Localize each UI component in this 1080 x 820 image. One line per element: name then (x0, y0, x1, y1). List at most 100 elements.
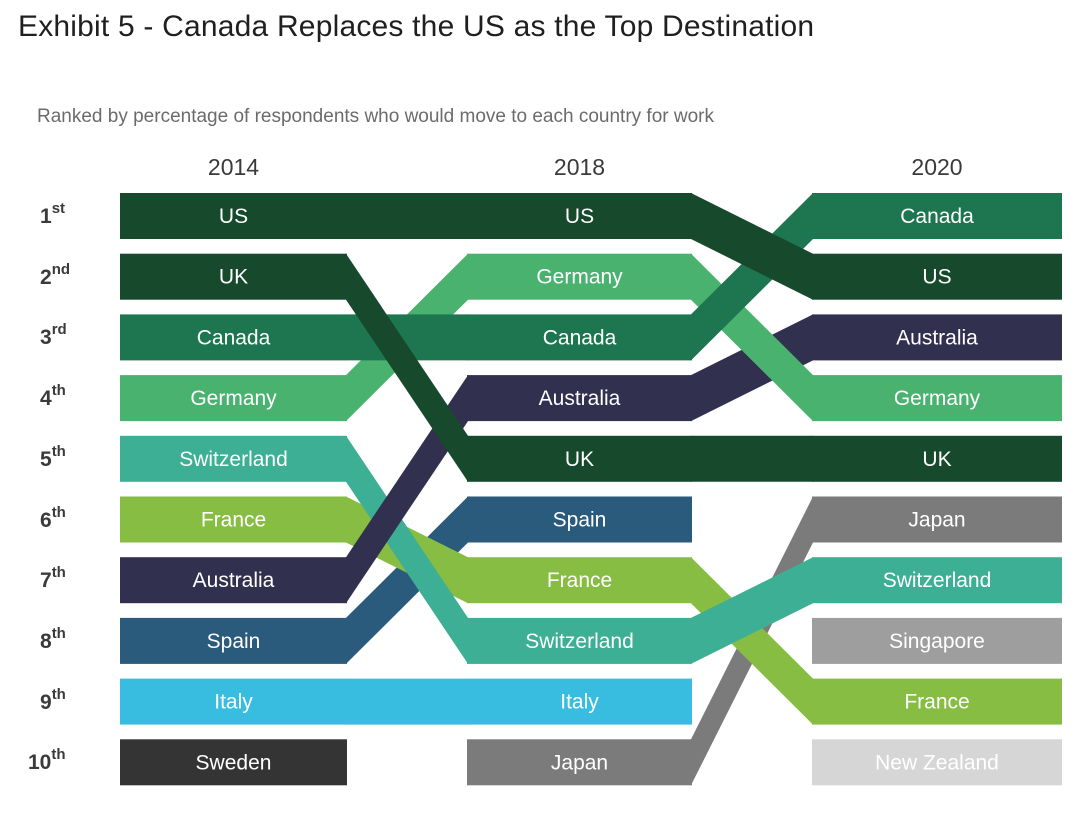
bar-us-2018 (467, 193, 692, 239)
label-australia-2014: Australia (193, 569, 275, 592)
label-germany-2020: Germany (894, 387, 981, 410)
bar-germany-2018 (467, 253, 692, 300)
rank-label-4: 4th (40, 382, 110, 411)
bar-france-2014 (120, 496, 347, 543)
bar-japan-2020 (812, 496, 1062, 543)
connector-switzerland-2018-2020 (691, 557, 813, 664)
bar-france-2020 (812, 678, 1062, 725)
rank-suffix: rd (51, 321, 67, 339)
rank-label-5: 5th (40, 442, 110, 472)
label-switzerland-2020: Switzerland (883, 569, 992, 592)
label-canada-2014: Canada (197, 326, 271, 349)
bar-japan-2018 (467, 739, 692, 786)
bar-australia-2014 (120, 557, 347, 604)
rank-label-7: 7th (40, 564, 110, 593)
label-us-2018: US (565, 205, 594, 228)
rank-number: 10 (28, 751, 52, 775)
label-canada-2018: Canada (543, 326, 617, 349)
label-us-2020: US (922, 266, 951, 289)
rank-suffix: th (51, 442, 66, 460)
rank-number: 5 (40, 447, 52, 471)
ribbon-italy (120, 678, 692, 725)
rank-suffix: th (51, 564, 66, 582)
connector-italy-2014-2018 (346, 678, 468, 725)
connector-australia-2018-2020 (691, 314, 813, 422)
label-germany-2018: Germany (536, 266, 623, 289)
connector-canada-2018-2020 (691, 193, 813, 361)
label-singapore-2020: Singapore (889, 630, 985, 653)
ribbon-singapore (812, 617, 1062, 664)
ribbon-sweden (120, 739, 347, 786)
bar-canada-2014 (120, 314, 347, 361)
bar-italy-2014 (120, 678, 347, 725)
label-italy-2014: Italy (214, 691, 253, 714)
bar-australia-2020 (812, 314, 1062, 361)
bar-canada-2018 (467, 314, 692, 361)
label-uk-2020: UK (922, 448, 951, 471)
ribbon-spain (120, 496, 692, 664)
chart-title: Exhibit 5 - Canada Replaces the US as th… (18, 10, 815, 43)
bar-spain-2014 (120, 617, 347, 664)
ribbon-new-zealand (812, 739, 1062, 786)
bar-labels: US US US UK UK UK Canada Canada Canada Germany Ger… (179, 205, 999, 774)
bar-germany-2014 (120, 375, 347, 422)
rank-number: 1 (40, 205, 52, 228)
connector-uk-2014-2018 (346, 253, 468, 482)
label-japan-2020: Japan (908, 509, 965, 532)
rank-suffix: th (51, 746, 66, 764)
label-uk-2014: UK (219, 266, 248, 289)
connector-spain-2014-2018 (346, 496, 468, 664)
year-header-2020: 2020 (911, 154, 963, 180)
rank-suffix: st (51, 200, 66, 217)
label-switzerland-2018: Switzerland (525, 630, 634, 653)
label-australia-2020: Australia (896, 326, 978, 349)
label-switzerland-2014: Switzerland (179, 448, 288, 471)
bar-france-2018 (467, 557, 692, 604)
rank-label-6: 6th (40, 503, 110, 533)
label-germany-2014: Germany (190, 387, 277, 410)
bar-us-2014 (120, 193, 347, 239)
label-spain-2018: Spain (553, 509, 607, 532)
bar-switzerland-2014 (120, 435, 347, 482)
year-header-2018: 2018 (553, 154, 606, 180)
rank-suffix: th (51, 382, 66, 400)
bar-switzerland-2018 (467, 617, 692, 664)
bar-uk-2020 (812, 435, 1062, 482)
label-canada-2020: Canada (900, 205, 974, 228)
rank-suffix: th (51, 685, 66, 703)
label-france-2020: France (904, 691, 969, 714)
connector-us-2014-2018 (346, 193, 468, 239)
bar-switzerland-2020 (812, 557, 1062, 604)
rank-number: 8 (40, 629, 52, 653)
ribbon-uk (120, 253, 1062, 482)
ribbon-canada (120, 193, 1062, 361)
chart-subtitle: Ranked by percentage of respondents who … (37, 106, 714, 127)
bar-uk-2018 (467, 435, 692, 482)
label-france-2014: France (201, 509, 266, 532)
label-italy-2018: Italy (560, 691, 599, 714)
label-australia-2018: Australia (539, 387, 621, 410)
connector-us-2018-2020 (691, 193, 813, 300)
rank-label-2: 2nd (40, 260, 110, 290)
ribbon-japan (467, 496, 1062, 786)
rank-suffix: th (51, 503, 66, 521)
bar-new-zealand-2020 (812, 739, 1062, 786)
label-uk-2018: UK (565, 448, 594, 471)
ribbon-us (120, 193, 1062, 300)
rank-suffix: th (51, 624, 66, 642)
rank-label-8: 8th (40, 624, 110, 654)
label-new-zealand-2020: New Zealand (875, 751, 999, 774)
label-france-2018: France (547, 569, 612, 592)
rank-number: 9 (40, 690, 52, 714)
connector-uk-2018-2020 (691, 435, 813, 482)
rank-label-10: 10th (28, 746, 98, 775)
bar-sweden-2014 (120, 739, 347, 786)
label-spain-2014: Spain (207, 630, 261, 653)
connector-france-2018-2020 (691, 557, 813, 725)
rank-label-1: 1st (40, 200, 110, 229)
rank-suffix: nd (51, 260, 71, 278)
rank-number: 7 (40, 569, 52, 593)
bar-australia-2018 (467, 375, 692, 422)
